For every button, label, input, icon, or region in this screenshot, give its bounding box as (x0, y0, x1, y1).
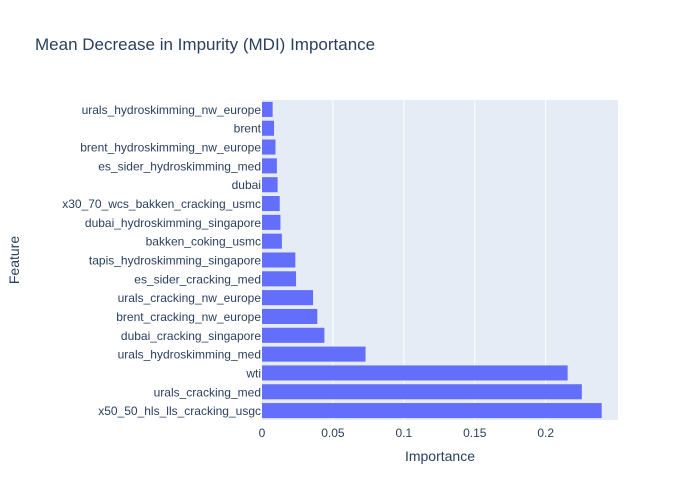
y-tick-label-brent_cracking_nw_europe: brent_cracking_nw_europe (116, 310, 261, 324)
y-tick-label-bakken_coking_usmc: bakken_coking_usmc (146, 235, 261, 249)
x-tick-label-0: 0 (259, 426, 266, 440)
bar-es_sider_cracking_med (262, 271, 297, 287)
bar-urals_hydroskimming_nw_europe (262, 101, 273, 117)
x-axis-title: Importance (405, 448, 475, 464)
y-tick-label-urals_hydroskimming_nw_europe: urals_hydroskimming_nw_europe (82, 103, 262, 117)
bar-brent_cracking_nw_europe (262, 308, 318, 324)
bar-urals_hydroskimming_med (262, 346, 366, 362)
bars (262, 101, 602, 419)
bar-dubai (262, 177, 278, 193)
bar-es_sider_hydroskimming_med (262, 158, 277, 174)
bar-brent_hydroskimming_nw_europe (262, 139, 276, 155)
y-tick-label-brent_hydroskimming_nw_europe: brent_hydroskimming_nw_europe (80, 141, 261, 155)
y-tick-label-urals_cracking_nw_europe: urals_cracking_nw_europe (118, 291, 262, 305)
bar-urals_cracking_med (262, 384, 582, 400)
y-tick-label-wti: wti (245, 366, 261, 380)
bar-dubai_hydroskimming_singapore (262, 214, 281, 230)
y-tick-label-urals_hydroskimming_med: urals_hydroskimming_med (118, 348, 261, 362)
x-tick-label-3: 0.15 (463, 426, 487, 440)
y-tick-label-dubai: dubai (232, 178, 261, 192)
y-tick-label-dubai_hydroskimming_singapore: dubai_hydroskimming_singapore (85, 216, 261, 230)
y-tick-label-x50_50_hls_lls_cracking_usgc: x50_50_hls_lls_cracking_usgc (98, 404, 261, 418)
y-tick-label-es_sider_hydroskimming_med: es_sider_hydroskimming_med (98, 159, 261, 173)
x-tick-label-2: 0.1 (395, 426, 412, 440)
bar-dubai_cracking_singapore (262, 327, 325, 343)
bar-wti (262, 365, 568, 381)
y-axis-title: Feature (6, 236, 22, 284)
y-tick-label-urals_cracking_med: urals_cracking_med (154, 385, 261, 399)
bar-tapis_hydroskimming_singapore (262, 252, 296, 268)
y-tick-label-x30_70_wcs_bakken_cracking_usmc: x30_70_wcs_bakken_cracking_usmc (62, 197, 261, 211)
chart-title: Mean Decrease in Impurity (MDI) Importan… (35, 35, 375, 54)
x-tick-labels: 0 0.05 0.1 0.15 0.2 (259, 426, 555, 440)
y-tick-label-dubai_cracking_singapore: dubai_cracking_singapore (121, 329, 261, 343)
bar-x50_50_hls_lls_cracking_usgc (262, 403, 602, 419)
bar-x30_70_wcs_bakken_cracking_usmc (262, 196, 280, 212)
y-tick-label-es_sider_cracking_med: es_sider_cracking_med (134, 272, 261, 286)
bar-brent (262, 120, 275, 136)
y-tick-label-tapis_hydroskimming_singapore: tapis_hydroskimming_singapore (89, 254, 261, 268)
bar-bakken_coking_usmc (262, 233, 282, 249)
x-tick-label-1: 0.05 (321, 426, 345, 440)
bar-urals_cracking_nw_europe (262, 290, 314, 306)
y-tick-label-brent: brent (234, 122, 262, 136)
x-tick-label-4: 0.2 (537, 426, 554, 440)
